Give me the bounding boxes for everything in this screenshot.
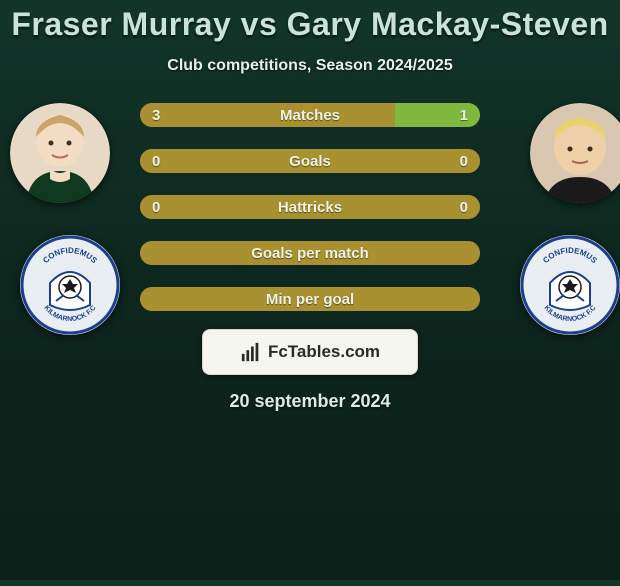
- club-badge-left: CONFIDEMUS KILMARNOCK F.C: [20, 235, 120, 335]
- stat-bar: Hattricks00: [140, 195, 480, 219]
- kilmarnock-badge-icon: CONFIDEMUS KILMARNOCK F.C: [520, 235, 620, 335]
- bar-fill-left: [140, 287, 480, 311]
- bar-value-left: 3: [152, 107, 160, 124]
- player-face-right-icon: [530, 103, 620, 203]
- bar-value-right: 1: [460, 107, 468, 124]
- player-avatar-left: [10, 103, 110, 203]
- player-avatar-right: [530, 103, 620, 203]
- branding-banner: FcTables.com: [202, 329, 418, 375]
- chart-icon: [240, 341, 262, 363]
- bar-fill-left: [140, 149, 480, 173]
- branding-text: FcTables.com: [268, 342, 380, 362]
- stat-bar: Matches31: [140, 103, 480, 127]
- bar-value-right: 0: [460, 153, 468, 170]
- date-text: 20 september 2024: [0, 391, 620, 412]
- bar-fill-left: [140, 195, 480, 219]
- player-face-left-icon: [10, 103, 110, 203]
- comparison-area: CONFIDEMUS KILMARNOCK F.C CONFIDEMUS KIL…: [0, 103, 620, 412]
- bar-fill-left: [140, 241, 480, 265]
- bar-fill-left: [140, 103, 395, 127]
- kilmarnock-badge-icon: CONFIDEMUS KILMARNOCK F.C: [20, 235, 120, 335]
- stat-bar: Goals per match: [140, 241, 480, 265]
- stat-bars: Matches31Goals00Hattricks00Goals per mat…: [140, 103, 480, 311]
- club-badge-right: CONFIDEMUS KILMARNOCK F.C: [520, 235, 620, 335]
- bar-value-left: 0: [152, 199, 160, 216]
- bar-value-left: 0: [152, 153, 160, 170]
- bar-value-right: 0: [460, 199, 468, 216]
- stat-bar: Min per goal: [140, 287, 480, 311]
- subtitle: Club competitions, Season 2024/2025: [0, 57, 620, 75]
- stat-bar: Goals00: [140, 149, 480, 173]
- page-title: Fraser Murray vs Gary Mackay-Steven: [0, 6, 620, 43]
